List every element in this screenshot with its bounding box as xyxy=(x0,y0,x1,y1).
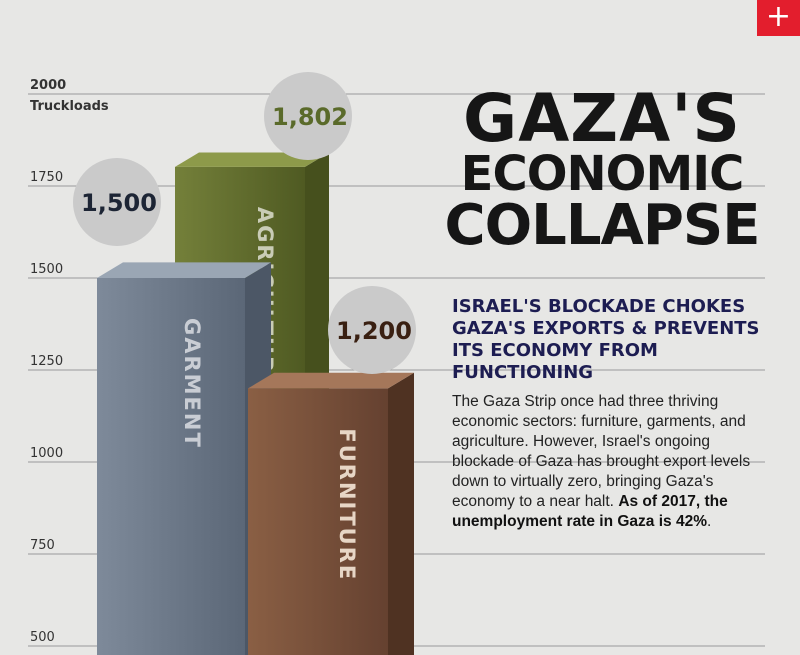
article-body: The Gaza Strip once had three thriving e… xyxy=(452,392,770,532)
title-line-2: ECONOMIC xyxy=(460,146,745,202)
bar-furniture xyxy=(248,388,388,655)
y-tick-1750: 1750 xyxy=(30,170,63,185)
value-label-agriculture: 1,802 xyxy=(272,103,348,131)
y-tick-2000: 2000 xyxy=(30,78,66,93)
bar-label-furniture: FURNITURE xyxy=(335,428,359,581)
bar-garment xyxy=(97,278,245,655)
bar-top-garment xyxy=(97,262,271,278)
value-labels: 1,802 1,500 1,200 xyxy=(73,72,416,374)
value-label-garment: 1,500 xyxy=(81,189,157,217)
highlight-period: . xyxy=(706,513,712,530)
y-axis-label: Truckloads xyxy=(30,99,109,114)
y-tick-750: 750 xyxy=(30,538,55,553)
article-subhead: ISRAEL'S BLOCKADE CHOKES GAZA'S EXPORTS … xyxy=(452,296,760,383)
bar-side-furniture xyxy=(388,372,414,655)
expand-button[interactable]: + xyxy=(757,0,800,36)
value-bubble-garment xyxy=(73,158,161,246)
bar-label-garment: GARMENT xyxy=(180,318,204,449)
y-tick-1250: 1250 xyxy=(30,354,63,369)
bars: AGRICULTUREGARMENTFURNITURE xyxy=(97,152,414,655)
y-tick-1500: 1500 xyxy=(30,262,63,277)
title-line-3: COLLAPSE xyxy=(444,193,760,258)
value-bubble-furniture xyxy=(328,286,416,374)
value-label-furniture: 1,200 xyxy=(336,317,412,345)
title-line-1: GAZA'S xyxy=(463,80,741,157)
bar-top-furniture xyxy=(248,372,414,389)
gridlines: 2000 1750 1500 1250 1000 750 500 Truckloads xyxy=(28,78,765,647)
page-title: GAZA'S ECONOMIC COLLAPSE xyxy=(432,80,772,258)
y-tick-500: 500 xyxy=(30,630,55,645)
unemployment-highlight: As of 2017, the unemployment rate in Gaz… xyxy=(452,493,728,530)
value-bubble-agriculture xyxy=(264,72,352,160)
y-tick-1000: 1000 xyxy=(30,446,63,461)
article-body-text: The Gaza Strip once had three thriving e… xyxy=(452,393,751,510)
